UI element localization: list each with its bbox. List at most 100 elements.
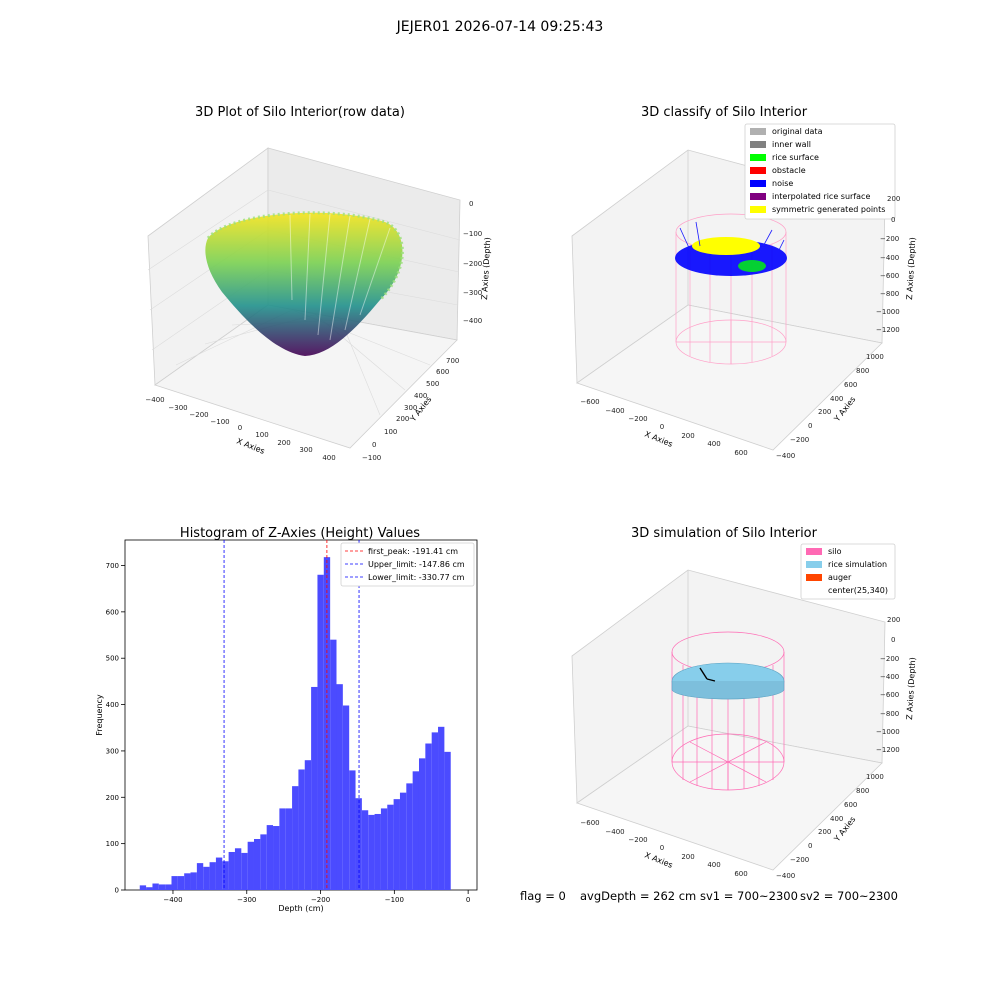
classify-ytick: 600: [844, 381, 857, 389]
classify-ztick: −800: [880, 290, 899, 298]
legend-swatch-obstacle: [750, 167, 766, 174]
classify-zlabel: Z Axies (Depth): [905, 237, 917, 300]
raw-xtick: 0: [238, 424, 242, 432]
histogram-bar: [165, 884, 172, 890]
histogram-x-ticks: −400 −300 −200 −100 0: [163, 890, 470, 904]
classify-rice-surface-points: [738, 260, 766, 272]
classify-ztick: −1200: [876, 326, 900, 334]
classify-xtick: −400: [605, 407, 624, 415]
simulation-xtick: 400: [707, 861, 720, 869]
simulation-xtick: −200: [628, 836, 647, 844]
classify-3d-panel: 3D classify of Silo Interior original da…: [571, 105, 917, 460]
histogram-bar: [425, 743, 432, 890]
status-avg-depth: avgDepth = 262 cm: [580, 889, 696, 903]
simulation-xtick: −400: [605, 828, 624, 836]
legend-swatch-interpolated: [750, 193, 766, 200]
classify-xlabel: X Axies: [643, 430, 674, 449]
legend-label: inner wall: [772, 140, 811, 149]
histogram-xtick-label: 0: [466, 896, 470, 904]
classify-ztick: 200: [887, 195, 900, 203]
classify-xtick: 400: [707, 440, 720, 448]
histogram-bar: [146, 887, 153, 890]
histogram-ytick-label: 200: [106, 794, 119, 802]
legend-label: silo: [828, 547, 842, 556]
classify-xtick: −600: [580, 398, 599, 406]
histogram-bar: [228, 851, 235, 890]
histogram-xtick-label: −200: [311, 896, 330, 904]
histogram-bar: [336, 684, 343, 890]
classify-xtick: 0: [660, 423, 664, 431]
raw-ztick: −300: [463, 289, 482, 297]
raw-ztick: −100: [463, 230, 482, 238]
simulation-xtick: −600: [580, 819, 599, 827]
raw-ztick: 0: [469, 200, 473, 208]
histogram-bar: [399, 792, 407, 890]
histogram-bar: [406, 783, 413, 890]
histogram-bar: [190, 872, 197, 890]
raw-floor-pane: [154, 304, 458, 449]
histogram-bar: [266, 825, 274, 890]
classify-ytick: 0: [808, 422, 812, 430]
legend-label: original data: [772, 127, 823, 136]
legend-swatch-rice-simulation: [806, 561, 822, 568]
histogram-ytick-label: 300: [106, 747, 119, 755]
raw-point-cloud: [205, 212, 403, 356]
classify-xtick: 600: [734, 449, 747, 457]
histogram-xlabel: Depth (cm): [278, 904, 323, 913]
histogram-legend-label: Upper_limit: -147.86 cm: [368, 560, 465, 569]
legend-swatch-original-data: [750, 128, 766, 135]
histogram-bar: [412, 771, 419, 890]
histogram-bar: [438, 726, 445, 890]
raw-ytick: 0: [372, 441, 376, 449]
simulation-xtick: 0: [660, 844, 664, 852]
histogram-bar: [285, 808, 293, 890]
classify-ztick: 0: [891, 216, 895, 224]
simulation-ytick: 400: [830, 815, 843, 823]
simulation-panel-title: 3D simulation of Silo Interior: [631, 526, 818, 541]
histogram-panel: Histogram of Z-Axies (Height) Values −40…: [95, 526, 478, 913]
histogram-bar: [215, 857, 223, 890]
legend-swatch-noise: [750, 180, 766, 187]
raw-xtick: 400: [322, 454, 335, 462]
simulation-ztick: −1000: [876, 728, 900, 736]
simulation-ztick: −400: [880, 673, 899, 681]
histogram-bar: [139, 885, 147, 890]
histogram-bar: [342, 705, 350, 890]
legend-label: auger: [828, 573, 852, 582]
legend-label: symmetric generated points: [772, 205, 885, 214]
histogram-ytick-label: 500: [106, 655, 119, 663]
figure-suptitle: JEJER01 2026-07-14 09:25:43: [396, 19, 604, 35]
histogram-bar: [444, 751, 451, 890]
simulation-ytick: 200: [818, 828, 831, 836]
raw-xtick: −100: [210, 418, 229, 426]
raw-xtick: −300: [168, 404, 187, 412]
histogram-ytick-label: 100: [106, 840, 119, 848]
classify-ztick: −400: [880, 254, 899, 262]
raw-ytick: 300: [404, 404, 417, 412]
status-sv2: sv2 = 700~2300: [800, 889, 898, 903]
raw-xtick: −400: [145, 396, 164, 404]
histogram-bar: [323, 557, 331, 890]
raw-ytick: 400: [414, 392, 427, 400]
legend-swatch-silo: [806, 548, 822, 555]
histogram-bar: [330, 639, 337, 890]
histogram-bar: [380, 808, 388, 890]
legend-swatch-symmetric: [750, 206, 766, 213]
histogram-bar: [418, 758, 426, 890]
classify-symmetric-points: [692, 237, 760, 255]
classify-xtick: −200: [628, 415, 647, 423]
histogram-bar: [171, 876, 178, 890]
simulation-ztick: −200: [880, 655, 899, 663]
legend-label: obstacle: [772, 166, 806, 175]
histogram-bar: [222, 861, 229, 890]
classify-ytick: 1000: [866, 353, 884, 361]
histogram-bar: [247, 841, 254, 890]
histogram-xtick-label: −300: [237, 896, 256, 904]
raw-xtick: 300: [299, 446, 312, 454]
status-sv1: sv1 = 700~2300: [700, 889, 798, 903]
classify-ytick: −400: [776, 452, 795, 460]
simulation-ztick: 0: [891, 636, 895, 644]
histogram-bar: [209, 862, 216, 890]
status-line: flag = 0 avgDepth = 262 cm sv1 = 700~230…: [520, 889, 898, 903]
raw-zlabel: Z Axies (Depth): [480, 237, 492, 300]
